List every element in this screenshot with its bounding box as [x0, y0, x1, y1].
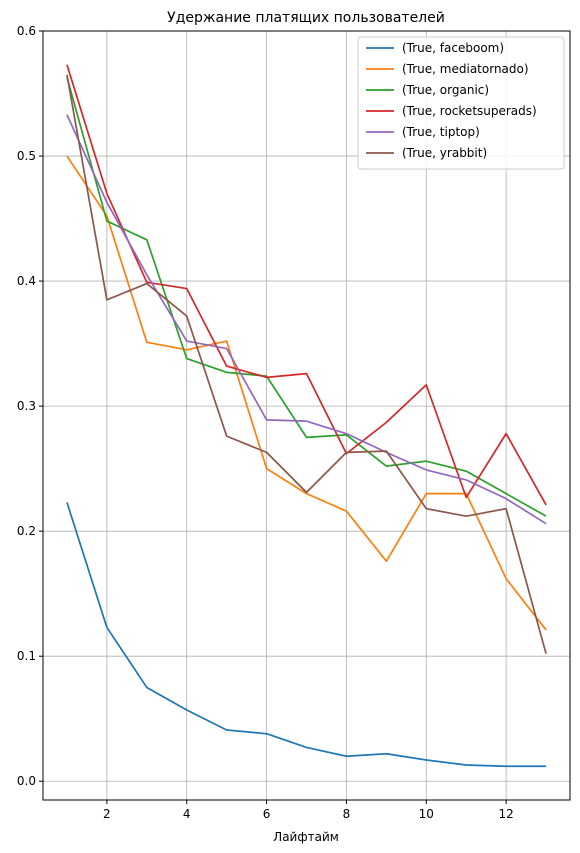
legend-label: (True, faceboom)	[402, 41, 504, 55]
chart-title: Удержание платящих пользователей	[167, 10, 445, 26]
legend-label: (True, rocketsuperads)	[402, 104, 537, 118]
x-axis-ticks: 2 4 6 8 10 12	[103, 800, 514, 821]
legend-box	[357, 36, 565, 170]
y-axis-ticks: 0.0 0.1 0.2 0.3 0.4 0.5 0.6	[17, 24, 43, 788]
series-line-2	[66, 77, 547, 517]
y-tick-label: 0.4	[17, 274, 36, 288]
legend-label: (True, organic)	[402, 83, 489, 97]
legend-label: (True, tiptop)	[402, 125, 480, 139]
x-tick-label: 2	[103, 807, 111, 821]
y-tick-label: 0.1	[17, 649, 36, 663]
x-tick-label: 6	[263, 807, 271, 821]
legend-label: (True, mediatornado)	[402, 62, 529, 76]
x-tick-label: 4	[183, 807, 191, 821]
series-line-3	[66, 64, 547, 506]
x-tick-label: 10	[419, 807, 434, 821]
y-tick-label: 0.2	[17, 524, 36, 538]
x-tick-label: 8	[343, 807, 351, 821]
x-tick-label: 12	[498, 807, 513, 821]
plot-frame	[42, 30, 571, 801]
series-line-1	[66, 155, 547, 631]
y-tick-label: 0.6	[17, 24, 36, 38]
series-line-4	[66, 114, 547, 525]
y-tick-label: 0.0	[17, 774, 36, 788]
legend: (True, faceboom) (True, mediatornado) (Tru…	[357, 36, 565, 170]
y-tick-label: 0.5	[17, 149, 36, 163]
legend-label: (True, yrabbit)	[402, 146, 487, 160]
y-tick-label: 0.3	[17, 399, 36, 413]
series-lines	[66, 64, 547, 768]
series-line-0	[66, 502, 547, 768]
series-line-5	[66, 74, 547, 654]
x-axis-label: Лайфтайм	[273, 830, 339, 844]
